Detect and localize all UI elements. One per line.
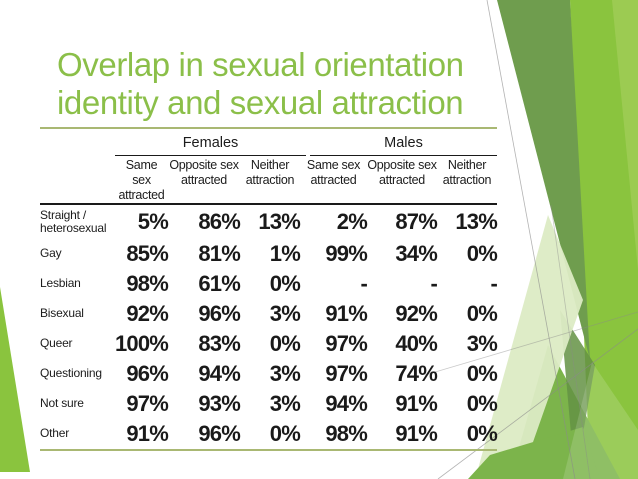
table-cell: 1% — [269, 241, 301, 266]
table-cell: - — [490, 271, 497, 296]
table-cell: 2% — [336, 209, 368, 234]
title-line-1: Overlap in sexual orientation — [57, 46, 464, 83]
table-row: Other 91% 96% 0% 98% 91% 0% — [40, 419, 498, 449]
table-cell: 0% — [466, 301, 498, 326]
table-cell: 40% — [395, 331, 437, 356]
green-highlight-overlay — [563, 362, 638, 479]
column-header: Neither attraction — [442, 158, 492, 187]
table-row: Gay 85% 81% 1% 99% 34% 0% — [40, 239, 498, 269]
title-underline — [40, 127, 497, 129]
table-cell: 96% — [126, 361, 168, 386]
table-cell: 61% — [198, 271, 240, 296]
row-label: Lesbian — [40, 276, 81, 291]
column-header: Same sex attracted — [306, 158, 361, 187]
table-cell: 0% — [466, 391, 498, 416]
table-cell: 99% — [325, 241, 367, 266]
table-cell: 0% — [269, 271, 301, 296]
table-cell: 0% — [466, 421, 498, 446]
table-cell: 87% — [395, 209, 437, 234]
table-cell: 92% — [126, 301, 168, 326]
table-cell: 3% — [269, 361, 301, 386]
table-cell: 13% — [258, 209, 300, 234]
table-row: Bisexual 92% 96% 3% 91% 92% 0% — [40, 299, 498, 329]
table-cell: 86% — [198, 209, 240, 234]
table-cell: 3% — [466, 331, 498, 356]
table-row: Straight / heterosexual 5% 86% 13% 2% 87… — [40, 205, 498, 239]
column-header: Opposite sex attracted — [367, 158, 437, 187]
row-label: Not sure — [40, 396, 84, 411]
group-header-row: Females Males — [40, 133, 497, 156]
table-cell: 97% — [126, 391, 168, 416]
column-header: Neither attraction — [245, 158, 295, 187]
row-label: Gay — [40, 246, 62, 261]
group-header-females: Females — [115, 133, 306, 156]
column-header-row: Same sex attracted Opposite sex attracte… — [40, 156, 497, 205]
table-cell: 94% — [325, 391, 367, 416]
table-cell: 98% — [126, 271, 168, 296]
green-wedge-bottom — [468, 427, 600, 479]
column-header: Opposite sex attracted — [169, 158, 239, 187]
table-cell: 0% — [466, 361, 498, 386]
table-cell: 97% — [325, 361, 367, 386]
row-label: Straight / heterosexual — [40, 207, 107, 235]
table-cell: 85% — [126, 241, 168, 266]
table-cell: 93% — [198, 391, 240, 416]
table-cell: 81% — [198, 241, 240, 266]
hairline-4 — [550, 204, 591, 479]
table-cell: 3% — [269, 301, 301, 326]
table-cell: 97% — [325, 331, 367, 356]
table-cell: 0% — [269, 421, 301, 446]
table-row: Lesbian 98% 61% 0% - - - — [40, 269, 498, 299]
column-header: Same sex attracted — [118, 158, 165, 202]
table-row: Not sure 97% 93% 3% 94% 91% 0% — [40, 389, 498, 419]
table-cell: 74% — [395, 361, 437, 386]
table-row: Queer 100% 83% 0% 97% 40% 3% — [40, 329, 498, 359]
row-label: Questioning — [40, 366, 102, 381]
table-cell: 96% — [198, 301, 240, 326]
green-triangle-left — [0, 287, 30, 472]
column-header-spacer — [40, 156, 115, 158]
table-bottom-rule — [40, 449, 497, 451]
group-header-spacer — [40, 133, 115, 156]
table-cell: 91% — [395, 421, 437, 446]
table-row: Questioning 96% 94% 3% 97% 74% 0% — [40, 359, 498, 389]
table-cell: 92% — [395, 301, 437, 326]
table-cell: 83% — [198, 331, 240, 356]
table-cell: 91% — [325, 301, 367, 326]
hairline-3 — [424, 311, 638, 376]
table-cell: 96% — [198, 421, 240, 446]
table-cell: 0% — [269, 331, 301, 356]
table-cell: 13% — [455, 209, 497, 234]
table-cell: 98% — [325, 421, 367, 446]
table-cell: 91% — [126, 421, 168, 446]
title-line-2: identity and sexual attraction — [57, 84, 464, 121]
table-cell: 5% — [137, 209, 169, 234]
table-cell: 0% — [466, 241, 498, 266]
table-cell: 3% — [269, 391, 301, 416]
green-wedge-pale — [478, 215, 583, 479]
table-cell: 34% — [395, 241, 437, 266]
group-header-males: Males — [310, 133, 497, 156]
table-cell: 94% — [198, 361, 240, 386]
hairline-1 — [486, 0, 576, 479]
table-cell: 91% — [395, 391, 437, 416]
table-cell: 100% — [115, 331, 169, 356]
green-wedge-deep — [560, 310, 595, 479]
page-title: Overlap in sexual orientation identity a… — [57, 46, 527, 122]
table-cell: - — [360, 271, 367, 296]
hairline-2 — [437, 328, 638, 479]
table-cell: - — [430, 271, 437, 296]
row-label: Other — [40, 426, 70, 441]
green-band-far-right — [612, 0, 638, 270]
row-label: Queer — [40, 336, 73, 351]
data-table: Females Males Same sex attracted Opposit… — [40, 133, 498, 451]
row-label: Bisexual — [40, 306, 84, 321]
